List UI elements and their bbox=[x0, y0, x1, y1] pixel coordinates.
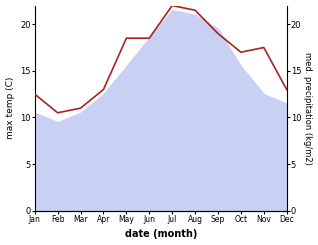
X-axis label: date (month): date (month) bbox=[125, 230, 197, 239]
Y-axis label: max temp (C): max temp (C) bbox=[5, 77, 15, 139]
Y-axis label: med. precipitation (kg/m2): med. precipitation (kg/m2) bbox=[303, 52, 313, 165]
